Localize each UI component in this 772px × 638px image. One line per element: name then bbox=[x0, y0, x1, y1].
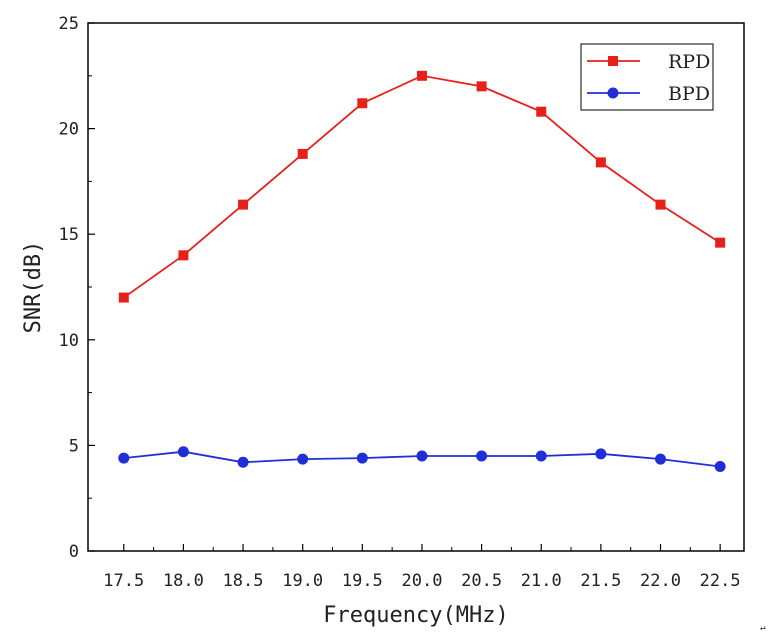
rpd-point bbox=[238, 199, 249, 210]
bpd-point bbox=[297, 453, 309, 465]
x-tick-label: 19.0 bbox=[282, 571, 323, 591]
x-axis-title: Frequency(MHz) bbox=[323, 603, 508, 628]
bpd-point bbox=[476, 450, 488, 462]
rpd-point bbox=[595, 157, 606, 168]
rpd-point bbox=[178, 250, 189, 261]
legend-rpd-label: RPD bbox=[668, 51, 710, 73]
corner-mark: ↵ bbox=[760, 623, 765, 633]
bpd-point bbox=[655, 453, 667, 465]
y-tick-label: 15 bbox=[59, 225, 79, 245]
rpd-point bbox=[297, 148, 308, 159]
rpd-point bbox=[715, 237, 726, 248]
x-tick-label: 19.5 bbox=[342, 571, 383, 591]
rpd-point bbox=[536, 106, 547, 117]
bpd-point bbox=[118, 452, 130, 464]
bpd-point bbox=[356, 452, 368, 464]
y-axis: 0 5 10 15 20 25 bbox=[59, 14, 95, 562]
x-tick-label: 20.0 bbox=[401, 571, 442, 591]
legend: RPD BPD bbox=[580, 43, 714, 111]
y-tick-label: 5 bbox=[69, 436, 79, 456]
y-tick-label: 25 bbox=[59, 14, 79, 34]
rpd-point bbox=[357, 98, 368, 109]
bpd-point bbox=[714, 461, 726, 473]
bpd-point bbox=[595, 448, 607, 460]
x-tick-label: 17.5 bbox=[103, 571, 144, 591]
bpd-point bbox=[535, 450, 547, 462]
x-tick-label: 20.5 bbox=[461, 571, 502, 591]
bpd-point bbox=[237, 456, 249, 468]
x-tick-label: 21.5 bbox=[580, 571, 621, 591]
x-tick-label: 18.0 bbox=[163, 571, 204, 591]
legend-box bbox=[580, 43, 714, 111]
x-tick-label: 18.5 bbox=[223, 571, 264, 591]
bpd-point bbox=[177, 446, 189, 458]
y-tick-label: 20 bbox=[59, 120, 79, 140]
y-tick-label: 0 bbox=[69, 542, 79, 562]
legend-bpd-label: BPD bbox=[668, 83, 710, 105]
bpd-point bbox=[416, 450, 428, 462]
series-layer bbox=[118, 70, 726, 473]
legend-rpd-marker bbox=[608, 56, 618, 66]
legend-bpd-marker bbox=[607, 87, 619, 99]
y-tick-label: 10 bbox=[59, 331, 79, 351]
rpd-point bbox=[118, 292, 129, 303]
rpd-point bbox=[416, 70, 427, 81]
rpd-point bbox=[655, 199, 666, 210]
rpd-point bbox=[476, 81, 487, 92]
x-axis: 17.5 18.0 18.5 19.0 19.5 20.0 20.5 21.0 21.5 22.0… bbox=[103, 544, 741, 591]
y-axis-title: SNR(dB) bbox=[21, 241, 46, 334]
x-tick-label: 21.0 bbox=[521, 571, 562, 591]
x-tick-label: 22.0 bbox=[640, 571, 681, 591]
x-tick-label: 22.5 bbox=[700, 571, 741, 591]
